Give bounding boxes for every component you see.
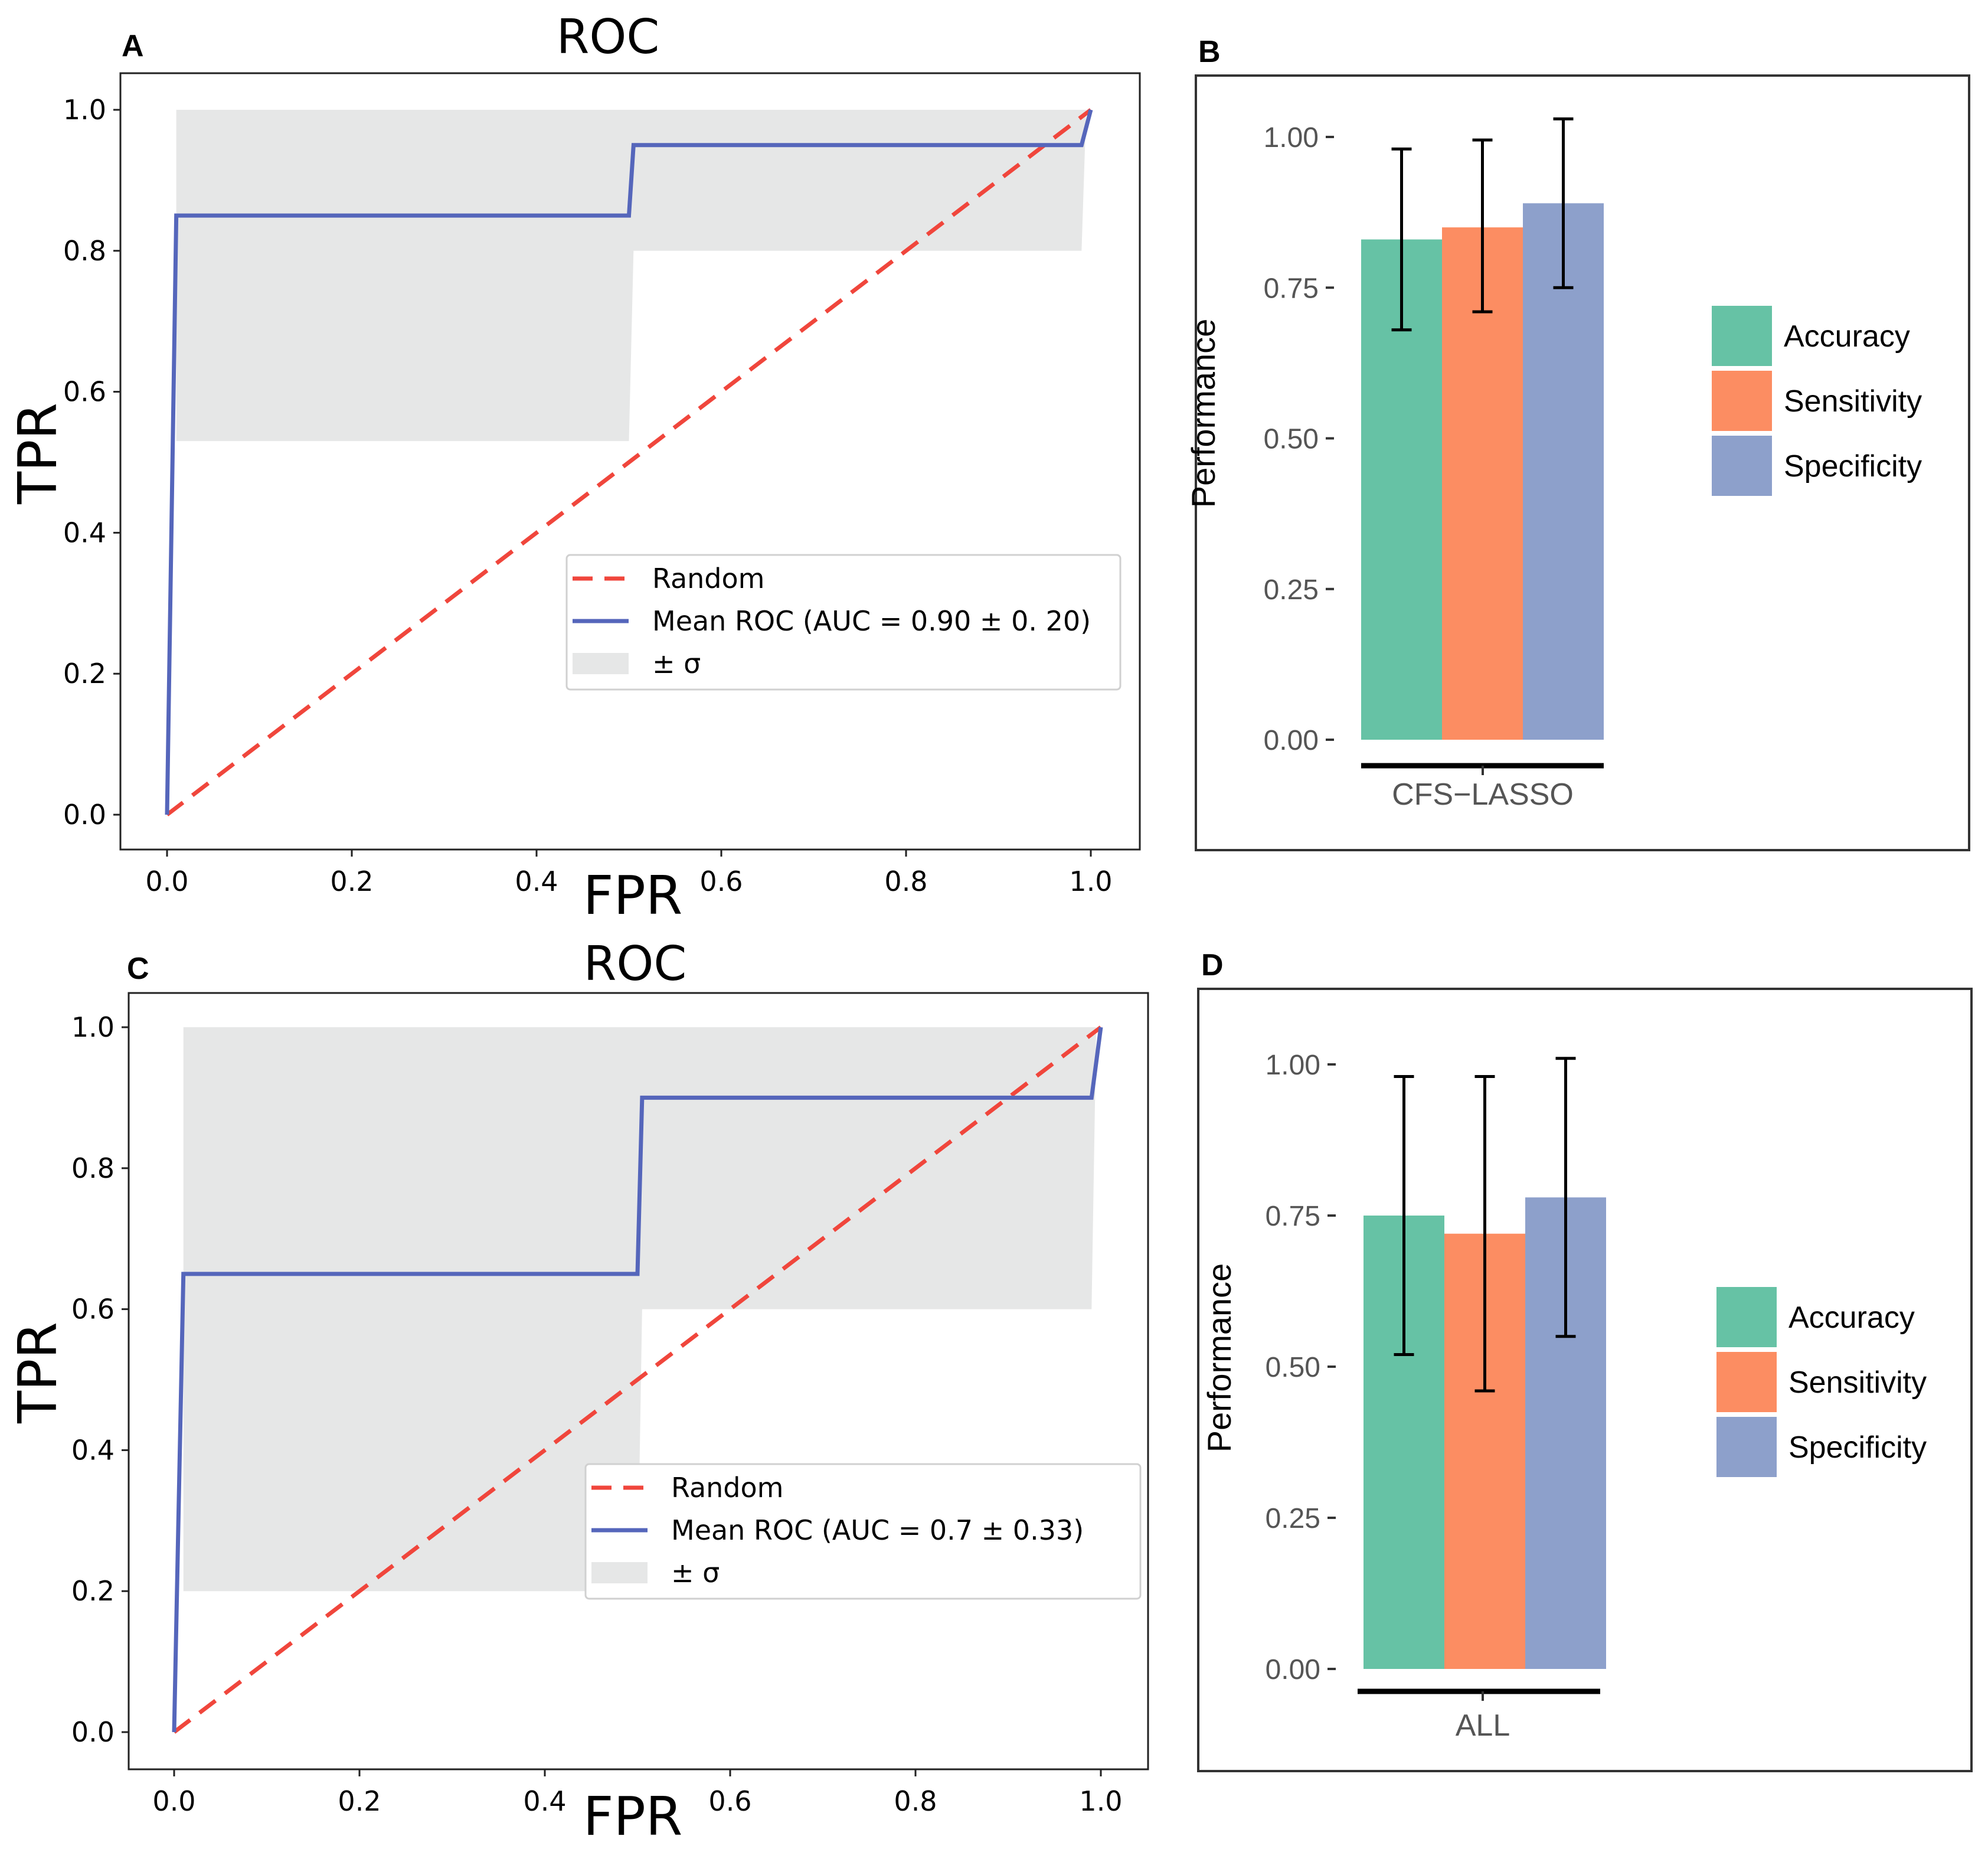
x-axis-label: FPR xyxy=(583,1786,683,1848)
legend-swatch-sigma xyxy=(573,653,629,674)
legend-label: Random xyxy=(652,563,764,594)
legend: Accuracy Sensitivity Specificity xyxy=(1712,306,1922,496)
y-axis-label: Performance xyxy=(1185,319,1222,508)
y-axis-label: Performance xyxy=(1201,1263,1238,1453)
x-tick-label: 0.0 xyxy=(145,865,188,897)
legend-label: Accuracy xyxy=(1784,319,1910,354)
legend-label: ± σ xyxy=(652,648,701,680)
legend-box xyxy=(565,554,1121,691)
legend-label: Sensitivity xyxy=(1788,1365,1927,1400)
panel-letter: B xyxy=(1198,35,1221,69)
bar-panel-b: B 0.00 0.25 0.50 0.75 1.00 Performance CFS−LASS… xyxy=(1185,35,1970,851)
legend-label: Sensitivity xyxy=(1784,384,1922,419)
x-axis-label: FPR xyxy=(583,865,683,927)
y-tick-label: 1.0 xyxy=(63,94,106,126)
y-tick-label: 0.25 xyxy=(1264,574,1319,606)
y-tick-label: 1.00 xyxy=(1266,1050,1320,1081)
legend-label: Specificity xyxy=(1788,1430,1927,1465)
x-tick-label: 0.0 xyxy=(152,1785,195,1817)
y-tick-label: 0.00 xyxy=(1266,1654,1320,1685)
legend-swatch-sigma xyxy=(591,1562,648,1583)
plot-frame xyxy=(119,72,1141,851)
legend-swatch-sensitivity xyxy=(1712,371,1772,431)
x-tick-label: 0.8 xyxy=(884,865,927,897)
y-tick-label: 0.2 xyxy=(71,1575,115,1607)
mean-roc-line xyxy=(172,1027,1103,1733)
y-tick-label: 0.8 xyxy=(63,235,106,267)
legend-swatch-specificity xyxy=(1716,1417,1777,1477)
legend-box xyxy=(584,1463,1142,1600)
y-tick-label: 0.6 xyxy=(71,1293,115,1325)
x-tick-label: 0.2 xyxy=(330,865,373,897)
roc-panel-c: C ROC 0.0 0.2 0.4 0.6 0.8 1.0 0.0 0.2 0.4 0.6 0.8 1.0… xyxy=(7,936,1149,1848)
y-tick-label: 0.4 xyxy=(63,517,106,548)
x-tick-label: 1.0 xyxy=(1069,865,1112,897)
x-tick-label: 0.8 xyxy=(894,1785,937,1817)
y-tick-label: 0.0 xyxy=(71,1716,115,1748)
y-tick-label: 0.75 xyxy=(1264,273,1319,304)
random-line xyxy=(165,108,1093,816)
y-tick-label: 0.6 xyxy=(63,376,106,408)
legend-label: Specificity xyxy=(1784,449,1922,484)
x-tick-label: 0.6 xyxy=(699,865,743,897)
x-tick-label: 0.6 xyxy=(708,1785,751,1817)
legend: Accuracy Sensitivity Specificity xyxy=(1716,1287,1927,1477)
x-tick-label: 0.2 xyxy=(338,1785,381,1817)
y-axis-label: TPR xyxy=(7,1322,69,1424)
legend-label: Mean ROC (AUC = 0.7 ± 0.33) xyxy=(671,1514,1084,1546)
panel-letter: D xyxy=(1201,948,1224,982)
y-tick-label: 0.4 xyxy=(71,1434,115,1466)
legend-label: Accuracy xyxy=(1788,1301,1915,1335)
legend-swatch-sensitivity xyxy=(1716,1352,1777,1412)
legend-swatch-specificity xyxy=(1712,436,1772,496)
y-tick-label: 0.50 xyxy=(1266,1352,1320,1383)
chart-title: ROC xyxy=(557,9,659,64)
chart-title: ROC xyxy=(584,936,686,991)
legend-label: Random xyxy=(671,1472,783,1504)
legend-swatch-accuracy xyxy=(1716,1287,1777,1347)
legend: Random Mean ROC (AUC = 0.90 ± 0. 20) ± σ xyxy=(565,554,1121,691)
y-tick-label: 0.00 xyxy=(1264,725,1319,756)
roc-panel-a: A ROC 0.0 0.2 0.4 0.6 0.8 1.0 0.0 0.2 0.4 0.6 0.8 1.0… xyxy=(7,9,1141,927)
random-line xyxy=(172,1025,1103,1734)
y-tick-label: 0.50 xyxy=(1264,424,1319,455)
x-tick-label: 1.0 xyxy=(1079,1785,1122,1817)
x-tick-label: 0.4 xyxy=(523,1785,566,1817)
y-tick-label: 0.75 xyxy=(1266,1201,1320,1232)
legend-swatch-accuracy xyxy=(1712,306,1772,366)
panel-letter: A xyxy=(122,29,144,63)
bar-specificity xyxy=(1523,203,1604,740)
y-tick-label: 0.0 xyxy=(63,799,106,831)
sigma-band xyxy=(183,1027,1097,1592)
y-tick-label: 0.2 xyxy=(63,658,106,690)
x-tick-label: 0.4 xyxy=(515,865,558,897)
y-tick-label: 0.25 xyxy=(1266,1503,1320,1534)
y-tick-label: 1.00 xyxy=(1264,122,1319,153)
legend: Random Mean ROC (AUC = 0.7 ± 0.33) ± σ xyxy=(584,1463,1142,1600)
panel-letter: C xyxy=(127,952,149,986)
bar-panel-d: D 0.00 0.25 0.50 0.75 1.00 Performance ALL Accur… xyxy=(1197,948,1973,1772)
x-tick-label: ALL xyxy=(1456,1708,1510,1743)
y-axis-label: TPR xyxy=(7,403,69,505)
legend-label: ± σ xyxy=(671,1557,720,1589)
x-tick-label: CFS−LASSO xyxy=(1392,778,1574,812)
y-tick-label: 0.8 xyxy=(71,1152,115,1184)
y-tick-label: 1.0 xyxy=(71,1011,115,1043)
mean-roc-line xyxy=(165,109,1093,815)
legend-label: Mean ROC (AUC = 0.90 ± 0. 20) xyxy=(652,605,1091,637)
sigma-band xyxy=(176,110,1087,442)
plot-frame xyxy=(127,992,1149,1770)
